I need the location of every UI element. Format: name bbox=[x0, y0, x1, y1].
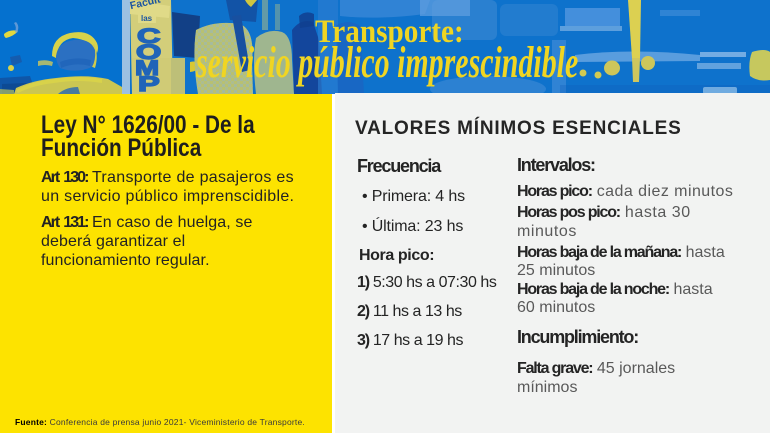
svg-text:las: las bbox=[141, 14, 153, 23]
svg-text:M: M bbox=[135, 57, 159, 80]
svg-text:O: O bbox=[136, 40, 161, 64]
svg-text:P: P bbox=[138, 72, 160, 94]
svg-text:C: C bbox=[137, 24, 161, 48]
